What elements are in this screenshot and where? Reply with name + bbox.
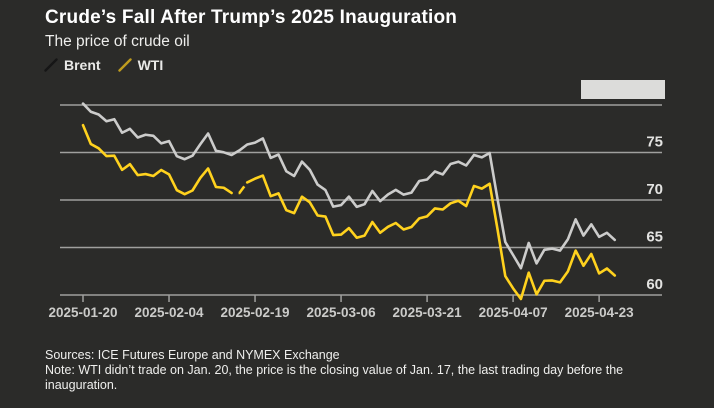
svg-text:2025-03-06: 2025-03-06 [307, 305, 377, 320]
chart-subtitle: The price of crude oil [45, 33, 190, 50]
legend-label-brent: Brent [64, 57, 101, 73]
wti-slash-icon [117, 58, 132, 72]
legend-label-wti: WTI [137, 57, 164, 73]
page-title: Crude’s Fall After Trump’s 2025 Inaugura… [45, 7, 458, 28]
chart-legend: Brent WTI [44, 57, 163, 73]
legend-item-brent: Brent [44, 57, 101, 73]
svg-text:2025-03-21: 2025-03-21 [393, 305, 463, 320]
svg-text:2025-02-19: 2025-02-19 [221, 305, 290, 320]
svg-text:60: 60 [646, 276, 663, 293]
redaction-overlay [581, 80, 665, 99]
svg-text:70: 70 [646, 181, 663, 198]
svg-text:65: 65 [646, 229, 663, 246]
svg-text:2025-02-04: 2025-02-04 [134, 305, 204, 320]
note-text: Note: WTI didn’t trade on Jan. 20, the p… [45, 363, 624, 392]
svg-text:2025-04-23: 2025-04-23 [565, 305, 635, 320]
chart-footer: Sources: ICE Futures Europe and NYMEX Ex… [45, 348, 667, 393]
svg-text:75: 75 [646, 134, 663, 151]
svg-text:2025-04-07: 2025-04-07 [479, 305, 548, 320]
svg-text:2025-01-20: 2025-01-20 [48, 305, 117, 320]
legend-item-wti: WTI [117, 57, 164, 73]
sources-text: Sources: ICE Futures Europe and NYMEX Ex… [45, 348, 340, 362]
brent-slash-icon [44, 58, 58, 72]
